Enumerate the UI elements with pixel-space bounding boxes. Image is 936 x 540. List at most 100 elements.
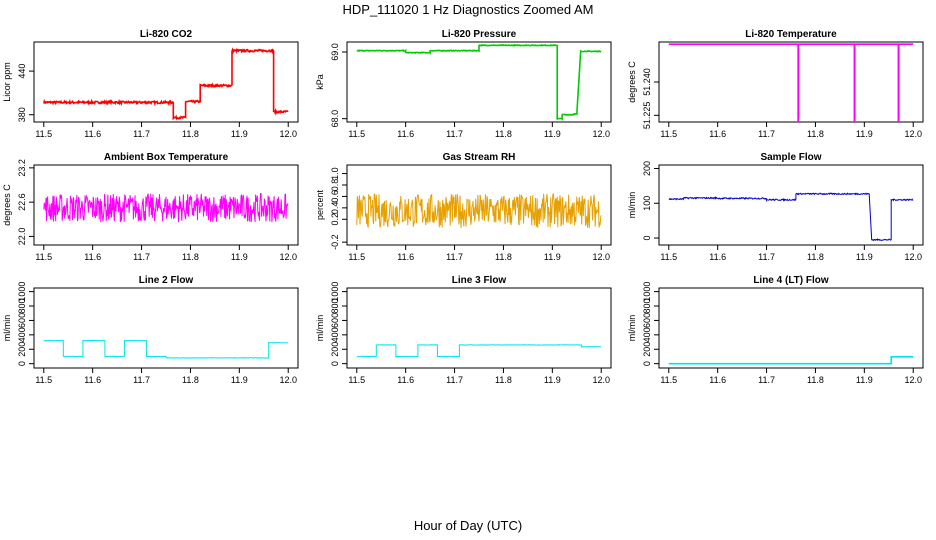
- x-tick-label: 11.7: [133, 375, 150, 385]
- y-axis-label: percent: [315, 189, 325, 220]
- y-tick-label: 1000: [330, 282, 340, 302]
- x-tick-label: 11.7: [446, 129, 463, 139]
- data-series-line: [43, 192, 289, 223]
- data-series-line: [668, 356, 914, 365]
- x-tick-label: 11.5: [660, 252, 677, 262]
- x-tick-label: 12.0: [279, 252, 297, 262]
- x-tick-label: 11.9: [231, 252, 248, 262]
- panel-title: Gas Stream RH: [443, 152, 516, 163]
- y-tick-label: 600: [17, 313, 27, 328]
- data-series-line: [356, 193, 602, 228]
- x-tick-label: 11.6: [709, 375, 726, 385]
- x-tick-label: 11.5: [35, 252, 52, 262]
- x-tick-label: 11.5: [660, 375, 677, 385]
- x-tick-label: 11.6: [84, 129, 101, 139]
- x-tick-label: 11.7: [446, 252, 463, 262]
- y-tick-label: 600: [642, 313, 652, 328]
- y-tick-label: 0: [642, 361, 652, 366]
- x-tick-label: 11.7: [758, 375, 775, 385]
- y-tick-label: 69.0: [330, 43, 340, 61]
- plot-frame: [658, 164, 924, 246]
- y-axis-label: degrees C: [2, 184, 12, 226]
- y-axis-label: ml/min: [627, 192, 637, 219]
- panel-title: Li-820 Pressure: [442, 29, 517, 40]
- x-tick-label: 11.6: [397, 129, 414, 139]
- x-tick-label: 12.0: [904, 375, 922, 385]
- x-tick-label: 11.6: [397, 375, 414, 385]
- x-tick-label: 11.5: [35, 129, 52, 139]
- panel-title: Li-820 Temperature: [745, 29, 837, 40]
- data-series-line: [43, 47, 289, 121]
- x-tick-label: 11.5: [660, 129, 677, 139]
- plot-frame: [658, 287, 924, 369]
- y-tick-label: 380: [17, 107, 27, 122]
- y-tick-label: 400: [330, 327, 340, 342]
- x-tick-label: 12.0: [904, 129, 922, 139]
- x-tick-label: 11.5: [348, 129, 365, 139]
- x-tick-label: 12.0: [904, 252, 922, 262]
- x-tick-label: 11.7: [758, 129, 775, 139]
- x-tick-label: 11.8: [807, 375, 824, 385]
- x-tick-label: 11.6: [397, 252, 414, 262]
- panel-title: Line 3 Flow: [452, 275, 507, 286]
- y-tick-label: 1000: [17, 282, 27, 302]
- y-tick-label: 0.8: [330, 179, 340, 192]
- y-tick-label: 51.225: [642, 102, 652, 130]
- x-tick-label: 12.0: [279, 129, 297, 139]
- data-series-line: [356, 344, 602, 358]
- plot-frame: [33, 287, 299, 369]
- x-tick-label: 11.9: [856, 252, 873, 262]
- panel-title: Line 2 Flow: [139, 275, 194, 286]
- panel-2: Li-820 Pressure kPa 11.5 11.6 11.7 11.8 11.9 12…: [315, 29, 612, 139]
- x-tick-label: 11.8: [495, 375, 512, 385]
- x-tick-label: 11.6: [84, 375, 101, 385]
- x-tick-label: 11.6: [709, 129, 726, 139]
- plot-frame: [33, 41, 299, 123]
- x-tick-label: 11.8: [182, 375, 199, 385]
- x-tick-label: 11.5: [348, 375, 365, 385]
- plot-frame: [346, 41, 612, 123]
- panel-6: Sample Flow ml/min 11.5 11.6 11.7 11.8 11.9 12.…: [627, 152, 924, 262]
- panel-4: Ambient Box Temperature degrees C 11.5 11.6…: [2, 152, 299, 262]
- x-tick-label: 11.7: [133, 129, 150, 139]
- y-tick-label: 23.2: [17, 159, 27, 177]
- y-tick-label: 200: [642, 161, 652, 176]
- y-tick-label: 0: [17, 361, 27, 366]
- x-tick-label: 11.7: [446, 375, 463, 385]
- x-tick-label: 11.8: [807, 129, 824, 139]
- x-tick-label: 11.7: [758, 252, 775, 262]
- y-tick-label: 440: [17, 64, 27, 79]
- x-tick-label: 12.0: [592, 252, 610, 262]
- y-tick-label: 200: [17, 342, 27, 357]
- x-tick-label: 11.7: [133, 252, 150, 262]
- x-tick-label: 11.9: [231, 129, 248, 139]
- y-tick-label: 800: [330, 299, 340, 314]
- figure-title: HDP_111020 1 Hz Diagnostics Zoomed AM: [342, 2, 594, 17]
- y-tick-label: 0: [642, 236, 652, 241]
- y-axis-label: Licor ppm: [2, 62, 12, 102]
- y-tick-label: 400: [17, 327, 27, 342]
- panel-title: Li-820 CO2: [140, 29, 193, 40]
- y-tick-label: 0.4: [330, 202, 340, 215]
- x-tick-label: 11.8: [182, 129, 199, 139]
- plot-frame: [33, 164, 299, 246]
- y-tick-label: 800: [642, 299, 652, 314]
- data-series-line: [356, 43, 602, 121]
- x-tick-label: 11.5: [348, 252, 365, 262]
- x-tick-label: 12.0: [592, 129, 610, 139]
- x-tick-label: 11.9: [856, 375, 873, 385]
- y-tick-label: 200: [642, 342, 652, 357]
- x-tick-label: 11.9: [544, 252, 561, 262]
- y-axis-label: ml/min: [627, 315, 637, 342]
- panel-title: Line 4 (LT) Flow: [753, 275, 829, 286]
- panel-1: Li-820 CO2 Licor ppm 11.5 11.6 11.7 11.8 11.9 1…: [2, 29, 299, 139]
- panel-7: Line 2 Flow ml/min 11.5 11.6 11.7 11.8 11.9 12.…: [2, 275, 299, 385]
- x-tick-label: 11.9: [544, 129, 561, 139]
- global-x-axis-label: Hour of Day (UTC): [413, 518, 523, 533]
- panel-title: Ambient Box Temperature: [104, 152, 229, 163]
- panel-8: Line 3 Flow ml/min 11.5 11.6 11.7 11.8 11.9 12.…: [315, 275, 612, 385]
- y-tick-label: 1000: [642, 282, 652, 302]
- plot-frame: [658, 41, 924, 123]
- y-tick-label: 100: [642, 196, 652, 211]
- y-axis-label: ml/min: [315, 315, 325, 342]
